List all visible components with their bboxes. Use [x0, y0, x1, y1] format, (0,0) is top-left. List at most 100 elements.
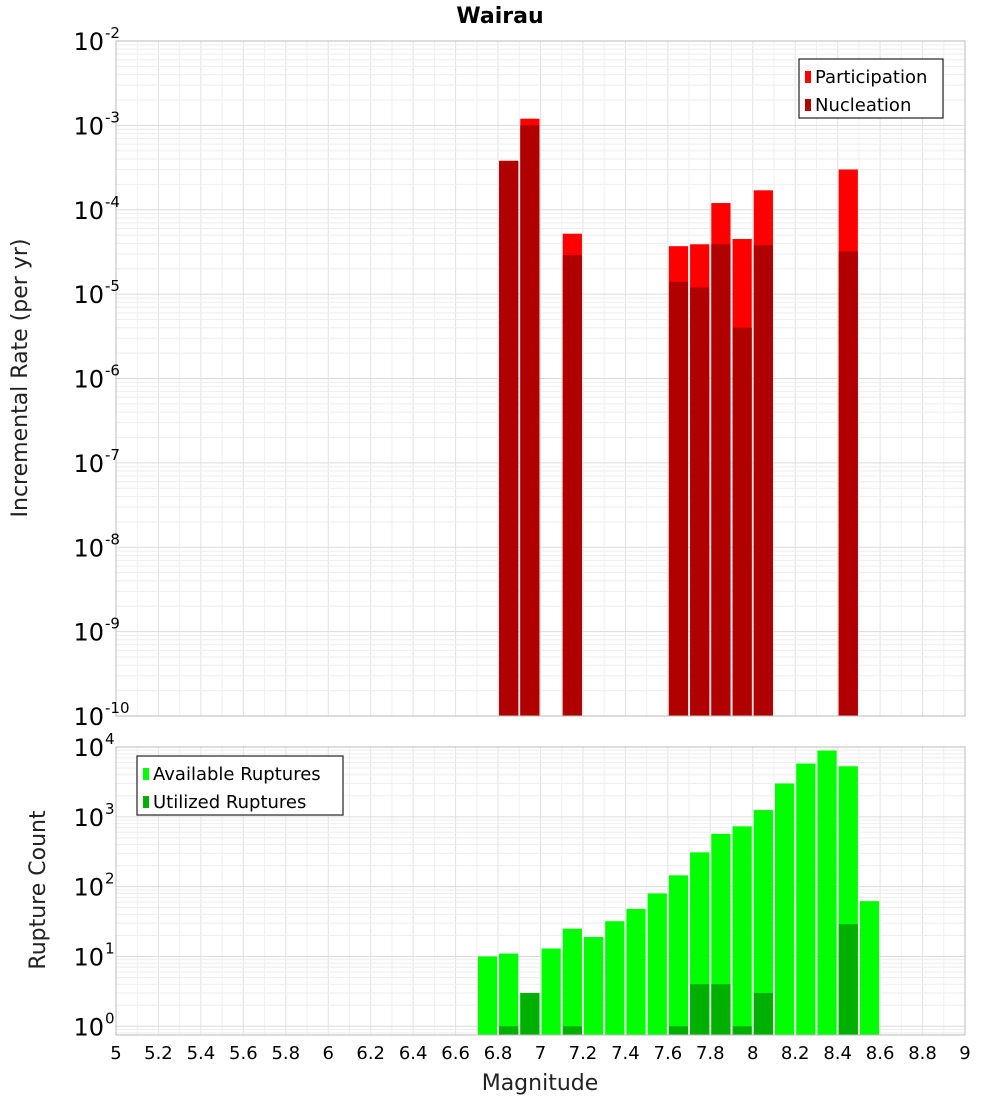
series-b-bar	[668, 281, 689, 716]
y-tick-label: 10	[73, 703, 104, 731]
series-a-bar	[562, 928, 582, 1035]
series-b-bar	[562, 1026, 582, 1035]
chart-title: Wairau	[456, 4, 543, 29]
y-tick-label: 10	[73, 112, 104, 140]
x-tick-label: 8.8	[908, 1043, 937, 1064]
series-a-bar	[753, 810, 773, 1035]
legend-swatch	[143, 768, 149, 780]
series-b-bar	[732, 1026, 752, 1035]
legend-box	[798, 58, 944, 119]
x-tick-label: 8.6	[866, 1043, 895, 1064]
series-a-bar	[605, 921, 625, 1035]
series-b-bar	[520, 125, 540, 716]
y-tick-label: 10	[73, 534, 104, 562]
series-b-bar	[520, 992, 540, 1035]
x-tick-label: 5.4	[187, 1043, 216, 1064]
x-tick-label: 8	[747, 1043, 758, 1064]
y-tick-label: 10	[73, 281, 104, 309]
legend-swatch	[805, 71, 811, 83]
y-tick-exponent: 1	[105, 939, 115, 957]
y-tick-label: 10	[73, 450, 104, 478]
series-a-bar	[668, 875, 689, 1035]
series-a-bar	[732, 826, 752, 1035]
series-a-bar	[541, 948, 561, 1035]
legend-swatch	[143, 796, 149, 808]
y-tick-exponent: 2	[105, 870, 115, 888]
x-tick-label: 6.6	[441, 1043, 470, 1064]
magnitude-x-axis-label: Magnitude	[482, 1071, 599, 1096]
series-b-bar	[711, 244, 731, 717]
series-a-bar	[859, 901, 880, 1035]
x-tick-label: 6.4	[399, 1043, 428, 1064]
plot-border	[115, 40, 966, 717]
y-tick-label: 10	[73, 804, 104, 832]
x-tick-label: 5.2	[144, 1043, 173, 1064]
series-a-bar	[796, 763, 816, 1035]
series-a-bar	[583, 936, 604, 1035]
rate-y-axis-label: Incremental Rate (per yr)	[8, 239, 33, 518]
series-b-bar	[732, 327, 752, 716]
x-tick-label: 8.2	[781, 1043, 810, 1064]
series-b-bar	[499, 160, 519, 717]
x-tick-label: 8.4	[823, 1043, 852, 1064]
y-tick-label: 10	[73, 197, 104, 225]
series-a-bar	[774, 783, 795, 1035]
series-a-bar	[477, 956, 498, 1035]
x-tick-label: 5.6	[229, 1043, 258, 1064]
series-b-bar	[690, 287, 710, 716]
legend-label: Available Ruptures	[153, 764, 321, 785]
legend-swatch	[805, 99, 811, 111]
legend-label: Utilized Ruptures	[153, 792, 306, 813]
series-b-bar	[753, 992, 773, 1035]
y-tick-exponent: -3	[105, 108, 120, 126]
count-y-axis-label: Rupture Count	[26, 810, 51, 970]
series-b-bar	[711, 984, 731, 1035]
y-tick-exponent: 4	[105, 730, 115, 748]
legend-label: Participation	[815, 67, 927, 88]
y-tick-label: 10	[73, 943, 104, 971]
x-tick-label: 7.2	[569, 1043, 598, 1064]
series-a-bar	[647, 893, 667, 1035]
series-b-bar	[690, 984, 710, 1035]
y-tick-label: 10	[73, 874, 104, 902]
x-tick-label: 5.8	[271, 1043, 300, 1064]
legend-box	[136, 755, 344, 816]
y-tick-exponent: -4	[105, 193, 120, 211]
series-b-bar	[668, 1026, 689, 1035]
y-tick-exponent: -6	[105, 362, 120, 380]
y-tick-exponent: -2	[105, 24, 120, 42]
series-a-bar	[626, 908, 646, 1035]
y-tick-label: 10	[73, 734, 104, 762]
y-tick-label: 10	[73, 366, 104, 394]
x-tick-label: 7.6	[654, 1043, 683, 1064]
x-tick-label: 9	[959, 1043, 970, 1064]
y-tick-exponent: -7	[105, 446, 120, 464]
legend-label: Nucleation	[815, 95, 911, 116]
y-tick-exponent: -9	[105, 615, 120, 633]
y-tick-label: 10	[73, 28, 104, 56]
x-tick-label: 6	[323, 1043, 334, 1064]
series-b-bar	[838, 251, 858, 716]
x-tick-label: 7.4	[611, 1043, 640, 1064]
series-a-bar	[817, 750, 837, 1035]
series-b-bar	[499, 1026, 519, 1035]
y-tick-exponent: -10	[105, 699, 130, 717]
series-a-bar	[499, 953, 519, 1035]
y-tick-exponent: -8	[105, 530, 120, 548]
series-b-bar	[838, 924, 858, 1035]
y-tick-label: 10	[73, 619, 104, 647]
x-tick-label: 6.8	[484, 1043, 513, 1064]
x-tick-label: 5	[110, 1043, 121, 1064]
series-b-bar	[562, 255, 582, 716]
x-tick-label: 7	[535, 1043, 546, 1064]
y-tick-exponent: 3	[105, 800, 115, 818]
y-tick-label: 10	[73, 1013, 104, 1041]
y-tick-exponent: -5	[105, 277, 120, 295]
x-tick-label: 6.2	[356, 1043, 385, 1064]
y-tick-exponent: 0	[105, 1009, 115, 1027]
x-tick-label: 7.8	[696, 1043, 725, 1064]
series-b-bar	[753, 245, 773, 717]
